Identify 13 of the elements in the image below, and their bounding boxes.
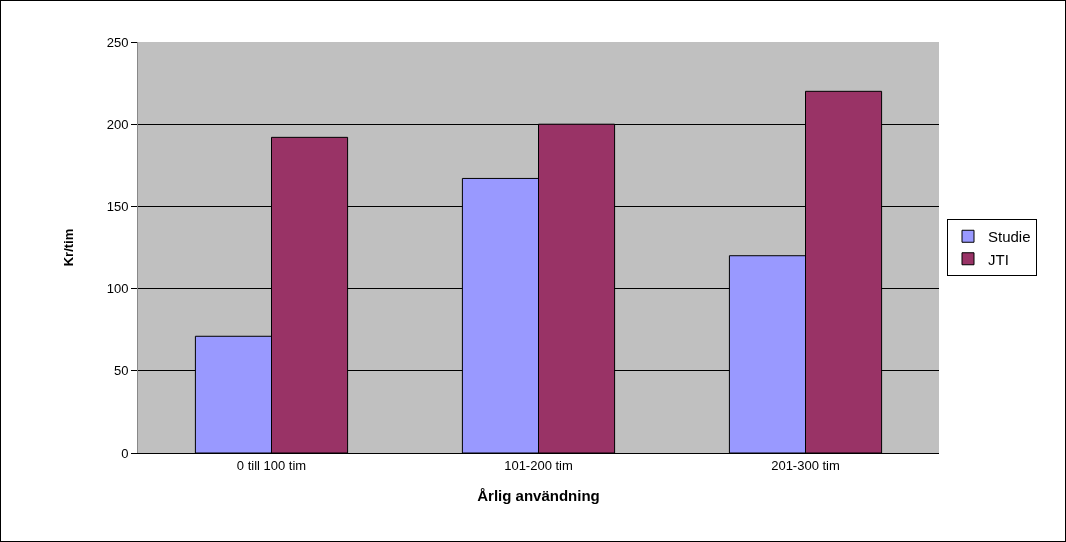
legend-label: Studie bbox=[988, 228, 1031, 246]
x-tick-label: 101-200 tim bbox=[504, 457, 573, 473]
y-axis-title: Kr/tim bbox=[60, 228, 76, 267]
y-tick-label: 250 bbox=[106, 34, 129, 50]
y-tick-label: 0 bbox=[121, 445, 129, 461]
x-axis-title: Årlig användning bbox=[477, 486, 600, 504]
x-tick-label: 201-300 tim bbox=[771, 457, 840, 473]
y-tick-label: 100 bbox=[106, 281, 129, 297]
y-tick-label: 50 bbox=[113, 363, 129, 379]
x-tick-label: 0 till 100 tim bbox=[236, 457, 307, 473]
legend-label: JTI bbox=[988, 250, 1009, 268]
y-tick-label: 150 bbox=[106, 198, 129, 214]
y-tick-label: 200 bbox=[106, 116, 129, 132]
